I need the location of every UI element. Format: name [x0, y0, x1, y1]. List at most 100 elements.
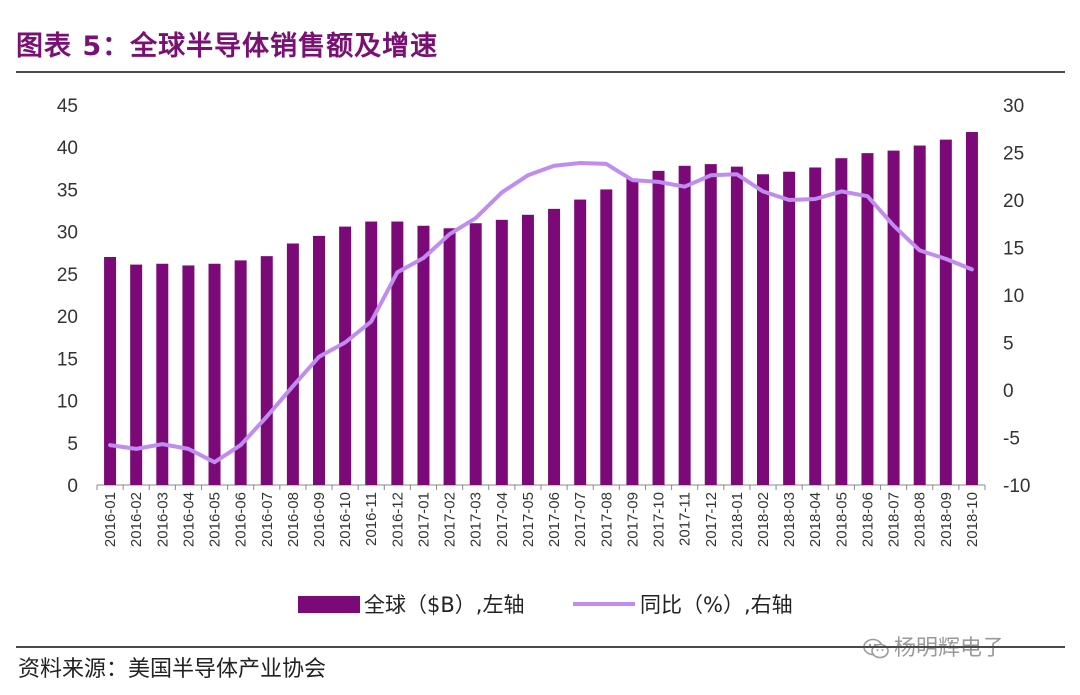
- line-point-2018-10: [971, 268, 973, 270]
- bar-2017-07: [574, 199, 587, 486]
- y-left-tick-label: 35: [57, 180, 78, 201]
- x-tick-label: 2017-04: [494, 492, 511, 547]
- x-tick-label: 2018-02: [755, 492, 772, 547]
- watermark-text: 杨明辉电子: [894, 636, 1005, 661]
- x-tick-label: 2018-09: [938, 492, 955, 547]
- y-left-tick-label: 25: [57, 265, 78, 286]
- y-left-tick-label: 45: [57, 96, 78, 117]
- x-tick-label: 2018-08: [912, 492, 929, 547]
- y-right-tick-label: -5: [1003, 429, 1020, 450]
- y-right-tick-label: 0: [1003, 381, 1014, 402]
- x-tick-label: 2016-11: [363, 492, 380, 546]
- x-tick-label: 2016-02: [128, 492, 145, 547]
- line-point-2018-06: [866, 195, 868, 197]
- y-left-tick-label: 30: [57, 223, 78, 244]
- y-right-tick-label: 5: [1003, 334, 1014, 355]
- legend-label-line: 同比（%）,右轴: [640, 593, 793, 617]
- bar-2018-06: [861, 153, 874, 485]
- bar-2017-05: [521, 214, 534, 485]
- line-point-2016-05: [214, 461, 216, 463]
- y-left-tick-label: 40: [57, 138, 78, 159]
- bar-2017-01: [417, 225, 430, 485]
- line-point-2017-07: [579, 162, 581, 164]
- line-point-2018-07: [893, 225, 895, 227]
- bar-2018-01: [730, 166, 743, 485]
- x-axis: 2016-01 2016-02 2016-03 2016-04 2016-05 2016-…: [102, 492, 981, 547]
- x-tick-label: 2016-07: [259, 492, 276, 547]
- line-point-2016-08: [292, 385, 294, 387]
- line-point-2017-05: [527, 174, 529, 176]
- y-right-tick-label: 10: [1003, 286, 1024, 307]
- x-tick-label: 2018-06: [859, 492, 876, 547]
- source-divider: [16, 646, 1065, 648]
- line-point-2016-12: [396, 271, 398, 273]
- line-point-2017-09: [631, 179, 633, 181]
- x-tick-label: 2017-11: [677, 492, 694, 546]
- x-tick-label: 2018-05: [833, 492, 850, 547]
- line-point-2017-06: [553, 165, 555, 167]
- x-tick-label: 2016-01: [102, 492, 119, 547]
- line-point-2017-12: [710, 174, 712, 176]
- bar-2018-07: [887, 150, 900, 485]
- chart-axes: [96, 484, 986, 490]
- bar-2017-03: [469, 223, 482, 485]
- y-axis-right: -10 -5 0 5 10 15 20 25 30: [1003, 96, 1030, 497]
- x-tick-label: 2017-10: [651, 492, 668, 547]
- y-right-tick-label: 20: [1003, 191, 1024, 212]
- bar-2017-06: [548, 208, 561, 485]
- bar-2017-12: [704, 164, 717, 485]
- bar-2016-12: [391, 221, 404, 486]
- legend-label-bar: 全球（$B）,左轴: [364, 593, 524, 617]
- line-point-2018-04: [814, 198, 816, 200]
- bar-2018-04: [809, 167, 822, 485]
- line-point-2016-02: [135, 448, 137, 450]
- x-tick-label: 2017-07: [572, 492, 589, 547]
- bar-2017-08: [600, 189, 613, 485]
- yoy-growth-line: [108, 161, 974, 465]
- line-point-2016-06: [240, 444, 242, 446]
- y-left-tick-label: 0: [67, 476, 78, 497]
- bar-2017-04: [495, 219, 508, 485]
- bar-2016-03: [156, 263, 169, 485]
- x-tick-label: 2016-05: [207, 492, 224, 547]
- line-point-2017-02: [449, 233, 451, 235]
- bar-2016-09: [313, 235, 325, 485]
- line-point-2017-10: [658, 181, 660, 183]
- bar-series: [104, 132, 978, 486]
- x-tick-label: 2017-08: [598, 492, 615, 547]
- y-left-tick-label: 20: [57, 307, 78, 328]
- x-tick-label: 2017-12: [703, 492, 720, 547]
- x-tick-label: 2017-05: [520, 492, 537, 547]
- x-tick-label: 2018-04: [807, 492, 824, 547]
- bar-2016-05: [208, 263, 221, 485]
- bar-2016-02: [130, 264, 143, 485]
- chart-svg: 0 5 10 15 20 25 30 35 40 45 -10 -5 0 5 10 15 20 25 30 201…: [57, 96, 1031, 617]
- x-tick-label: 2016-03: [154, 492, 171, 547]
- line-point-2018-05: [840, 190, 842, 192]
- y-right-tick-label: 15: [1003, 239, 1024, 260]
- line-point-2018-02: [762, 190, 764, 192]
- bar-2016-10: [339, 226, 352, 485]
- line-series: [108, 161, 974, 465]
- bar-2018-05: [835, 158, 848, 485]
- x-tick-label: 2017-01: [415, 492, 432, 547]
- bar-2016-08: [286, 243, 299, 485]
- wechat-icon: [863, 638, 889, 659]
- line-point-2016-01: [109, 444, 111, 446]
- x-tick-label: 2017-03: [468, 492, 485, 547]
- y-left-tick-label: 10: [57, 392, 78, 413]
- y-right-tick-label: 30: [1003, 96, 1024, 117]
- bar-2017-10: [652, 170, 665, 485]
- line-point-2016-03: [161, 443, 163, 445]
- line-point-2017-03: [475, 217, 477, 219]
- title-divider: [16, 71, 1065, 73]
- bar-2016-01: [104, 257, 117, 485]
- bar-2018-08: [913, 145, 926, 486]
- bar-2018-10: [965, 132, 978, 485]
- bar-2018-03: [783, 171, 796, 485]
- x-tick-label: 2016-09: [311, 492, 328, 547]
- bar-2016-06: [234, 260, 247, 485]
- line-point-2017-01: [422, 257, 424, 259]
- bar-2016-11: [365, 221, 378, 486]
- line-point-2016-11: [370, 321, 372, 323]
